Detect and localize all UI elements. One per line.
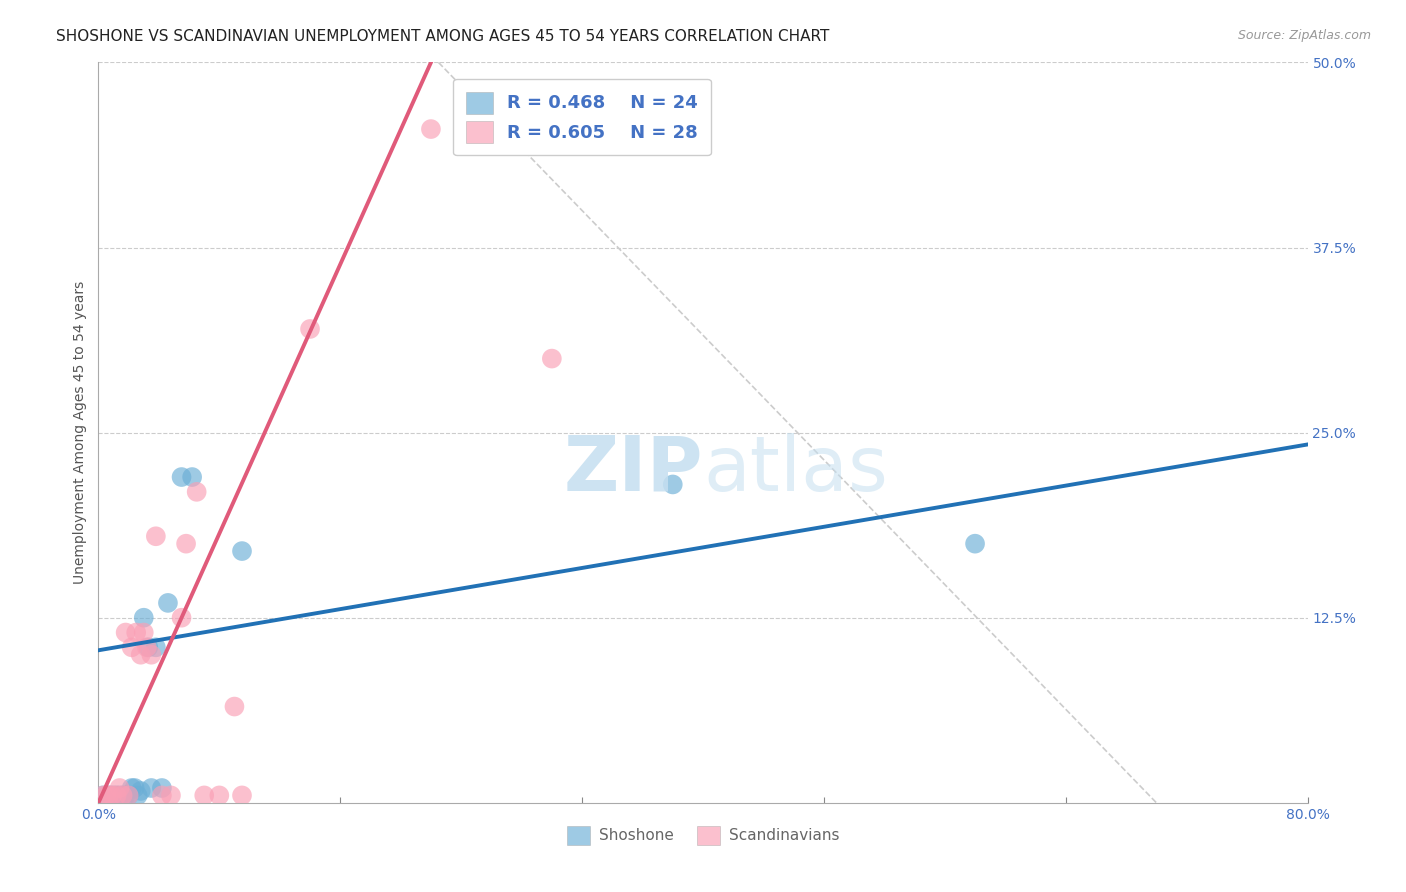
- Text: atlas: atlas: [703, 433, 887, 507]
- Point: [231, 789, 253, 803]
- Point: [98, 789, 121, 803]
- Point: [150, 780, 173, 795]
- Point: [103, 789, 125, 803]
- Point: [105, 789, 128, 803]
- Point: [193, 789, 215, 803]
- Point: [114, 789, 136, 803]
- Point: [156, 596, 179, 610]
- Point: [141, 780, 163, 795]
- Point: [145, 529, 167, 543]
- Point: [105, 789, 128, 803]
- Point: [91, 789, 114, 803]
- Point: [132, 610, 155, 624]
- Point: [224, 699, 246, 714]
- Point: [208, 789, 231, 803]
- Point: [108, 789, 131, 803]
- Point: [420, 122, 443, 136]
- Point: [111, 789, 134, 803]
- Y-axis label: Unemployment Among Ages 45 to 54 years: Unemployment Among Ages 45 to 54 years: [73, 281, 87, 584]
- Point: [121, 780, 143, 795]
- Point: [111, 789, 134, 803]
- Point: [181, 470, 204, 484]
- Point: [661, 477, 683, 491]
- Point: [118, 789, 141, 803]
- Point: [186, 484, 208, 499]
- Point: [170, 610, 193, 624]
- Point: [121, 640, 143, 655]
- Point: [145, 640, 167, 655]
- Point: [125, 625, 148, 640]
- Text: ZIP: ZIP: [564, 433, 703, 507]
- Point: [141, 648, 163, 662]
- Point: [231, 544, 253, 558]
- Point: [108, 780, 131, 795]
- Point: [124, 780, 146, 795]
- Point: [150, 789, 173, 803]
- Point: [132, 625, 155, 640]
- Point: [129, 648, 152, 662]
- Point: [101, 789, 124, 803]
- Point: [129, 784, 152, 798]
- Point: [91, 789, 114, 803]
- Point: [170, 470, 193, 484]
- Text: Source: ZipAtlas.com: Source: ZipAtlas.com: [1237, 29, 1371, 42]
- Point: [96, 789, 118, 803]
- Point: [135, 640, 157, 655]
- Point: [965, 536, 987, 550]
- Legend: Shoshone, Scandinavians: Shoshone, Scandinavians: [561, 820, 845, 851]
- Point: [94, 789, 117, 803]
- Point: [160, 789, 183, 803]
- Point: [127, 789, 149, 803]
- Text: SHOSHONE VS SCANDINAVIAN UNEMPLOYMENT AMONG AGES 45 TO 54 YEARS CORRELATION CHAR: SHOSHONE VS SCANDINAVIAN UNEMPLOYMENT AM…: [56, 29, 830, 44]
- Point: [299, 322, 322, 336]
- Point: [174, 536, 197, 550]
- Point: [540, 351, 562, 366]
- Point: [136, 640, 159, 655]
- Point: [118, 789, 141, 803]
- Point: [100, 789, 122, 803]
- Point: [114, 625, 136, 640]
